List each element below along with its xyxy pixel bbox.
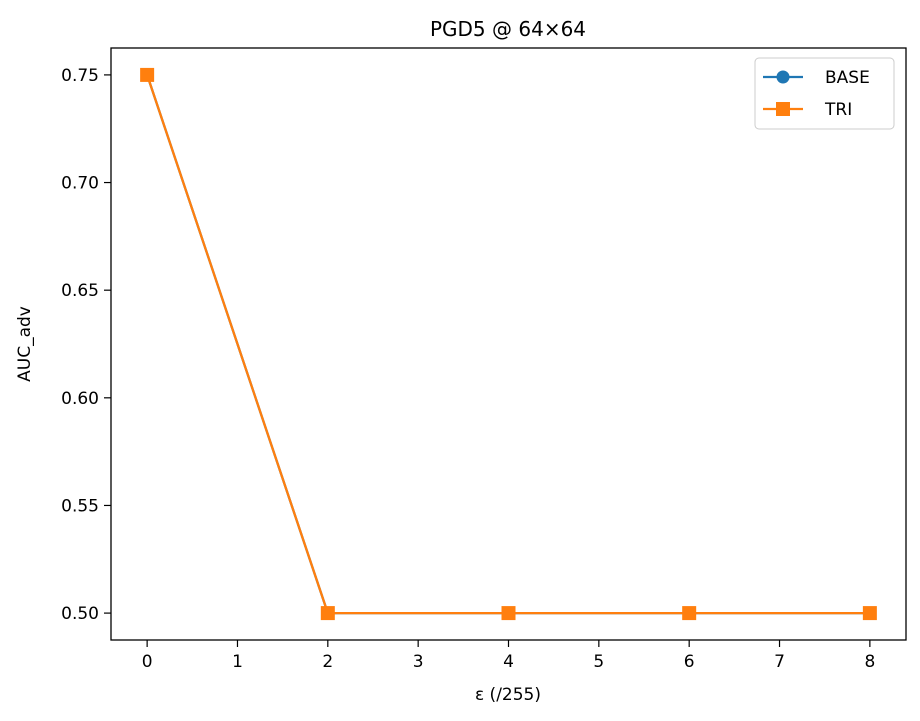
x-tick-label: 7 xyxy=(774,652,785,672)
data-point xyxy=(320,606,335,621)
x-tick-label: 5 xyxy=(593,652,604,672)
series-line xyxy=(146,74,870,615)
series-layer xyxy=(140,67,877,621)
plot-frame xyxy=(110,47,907,641)
y-tick-label: 0.65 xyxy=(61,281,99,301)
x-tick-label: 3 xyxy=(413,652,424,672)
series-tri xyxy=(140,67,877,621)
legend-label: BASE xyxy=(825,68,870,88)
x-tick-label: 4 xyxy=(503,652,514,672)
data-point xyxy=(862,606,877,621)
x-tick-label: 8 xyxy=(864,652,875,672)
legend-label: TRI xyxy=(824,100,852,120)
x-tick-label: 1 xyxy=(232,652,243,672)
legend-item-base: BASE xyxy=(763,68,870,88)
series-line xyxy=(146,74,870,615)
data-point xyxy=(682,606,697,621)
y-tick-label: 0.70 xyxy=(61,174,99,194)
x-axis: 0 1 2 3 4 5 6 7 8 xyxy=(142,640,875,672)
legend-item-tri: TRI xyxy=(763,100,852,120)
y-tick-label: 0.55 xyxy=(61,496,99,516)
series-base xyxy=(140,68,877,620)
y-axis: 0.50 0.55 0.60 0.65 0.70 0.75 xyxy=(61,66,111,624)
x-tick-label: 6 xyxy=(684,652,695,672)
y-tick-label: 0.75 xyxy=(61,66,99,86)
y-tick-label: 0.60 xyxy=(61,389,99,409)
y-tick-label: 0.50 xyxy=(61,604,99,624)
data-point xyxy=(501,606,516,621)
y-axis-label: AUC_adv xyxy=(15,306,35,382)
x-axis-label: ε (/255) xyxy=(475,685,541,705)
legend: BASE TRI xyxy=(754,57,895,130)
chart-title: PGD5 @ 64×64 xyxy=(430,17,586,41)
data-point xyxy=(140,67,155,82)
x-tick-label: 2 xyxy=(322,652,333,672)
x-tick-label: 0 xyxy=(142,652,153,672)
legend-marker xyxy=(776,102,790,116)
legend-marker xyxy=(776,70,790,84)
